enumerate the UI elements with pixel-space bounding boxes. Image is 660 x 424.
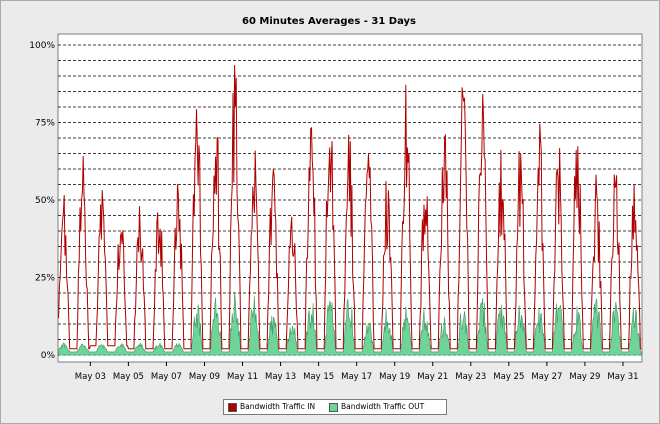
x-tick-label: May 19 [379,372,410,382]
x-tick-label: May 13 [265,372,296,382]
y-axis: 0% 25% 50% 75% 100% [29,41,55,361]
legend-label-out: Bandwidth Traffic OUT [341,402,425,411]
x-tick-label: May 15 [303,372,334,382]
chart-title: 60 Minutes Averages - 31 Days [242,16,416,27]
y-tick-label: 75% [35,119,55,129]
grid [58,44,642,356]
x-tick-label: May 27 [531,372,562,382]
legend-label-in: Bandwidth Traffic IN [240,402,316,411]
x-tick-label: May 03 [75,372,106,382]
series-out [58,291,642,356]
x-tick-label: May 07 [151,372,182,382]
y-tick-label: 25% [35,274,55,284]
x-tick-label: May 31 [607,372,638,382]
x-axis: May 03 May 05 May 07 May 09 May 11 May 13 May … [75,362,639,382]
y-tick-label: 50% [35,196,55,206]
y-tick-label: 0% [41,351,56,361]
x-tick-label: May 21 [417,372,448,382]
x-tick-label: May 11 [227,372,258,382]
legend-swatch-out [329,403,338,412]
series-out-area [58,291,642,356]
x-tick-label: May 05 [113,372,144,382]
series-in-line [58,64,642,350]
x-tick-label: May 29 [569,372,600,382]
x-tick-label: May 25 [493,372,524,382]
legend-swatch-in [228,403,237,412]
legend: Bandwidth Traffic IN Bandwidth Traffic O… [223,399,447,415]
x-tick-label: May 23 [455,372,486,382]
y-tick-label: 100% [29,41,55,51]
x-tick-label: May 17 [341,372,372,382]
x-tick-label: May 09 [189,372,220,382]
series-in [58,64,642,350]
